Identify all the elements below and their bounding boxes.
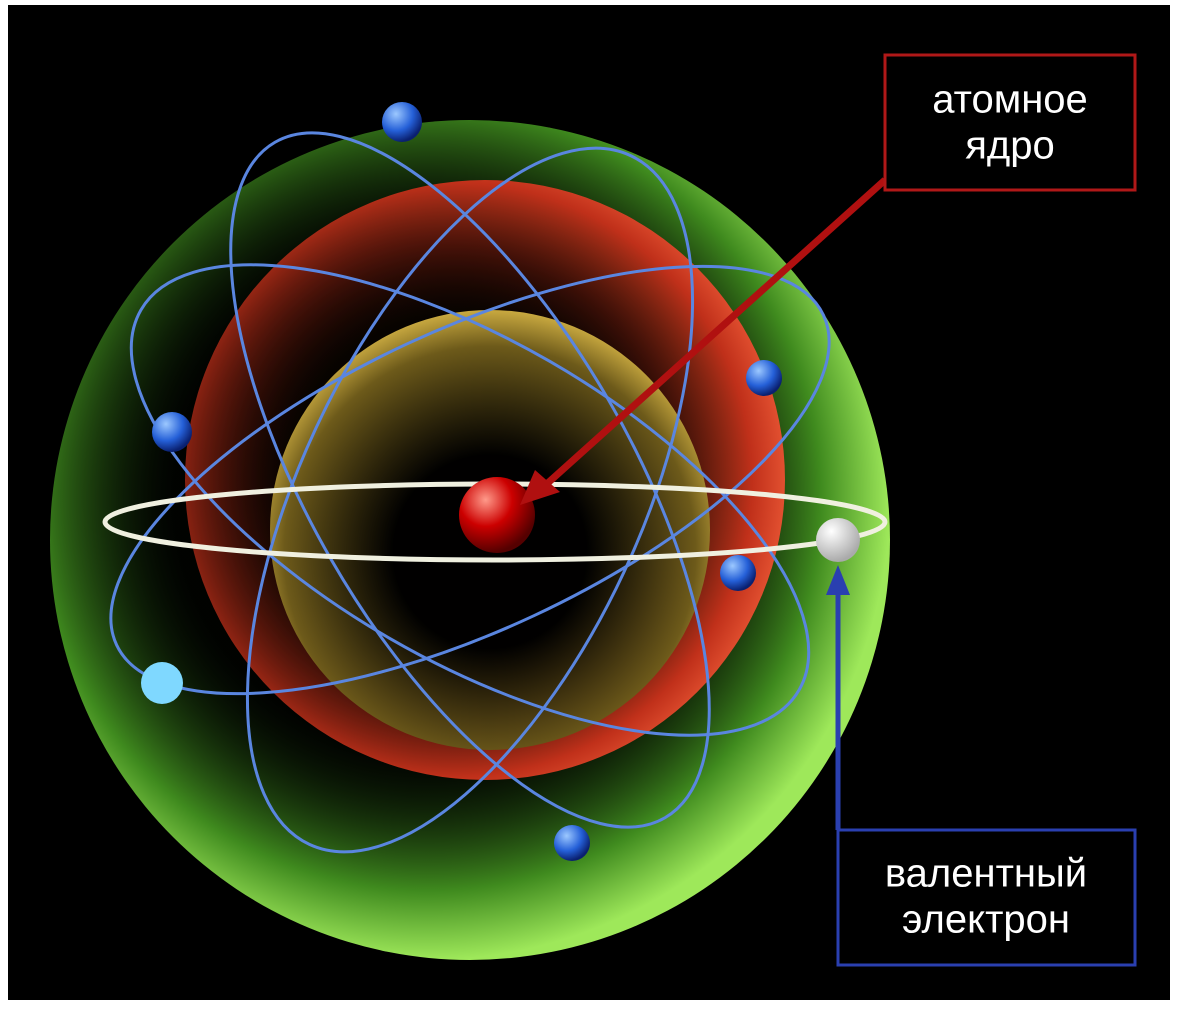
label-line: электрон (902, 898, 1070, 942)
label-line: валентный (885, 852, 1087, 896)
valence-electron (816, 518, 860, 562)
nucleus-label-box (885, 55, 1135, 190)
label-line: ядро (965, 124, 1055, 168)
nucleus (459, 477, 535, 553)
label-line: атомное (932, 78, 1088, 122)
atom-diagram: атомное ядро валентный электрон (0, 0, 1177, 1016)
